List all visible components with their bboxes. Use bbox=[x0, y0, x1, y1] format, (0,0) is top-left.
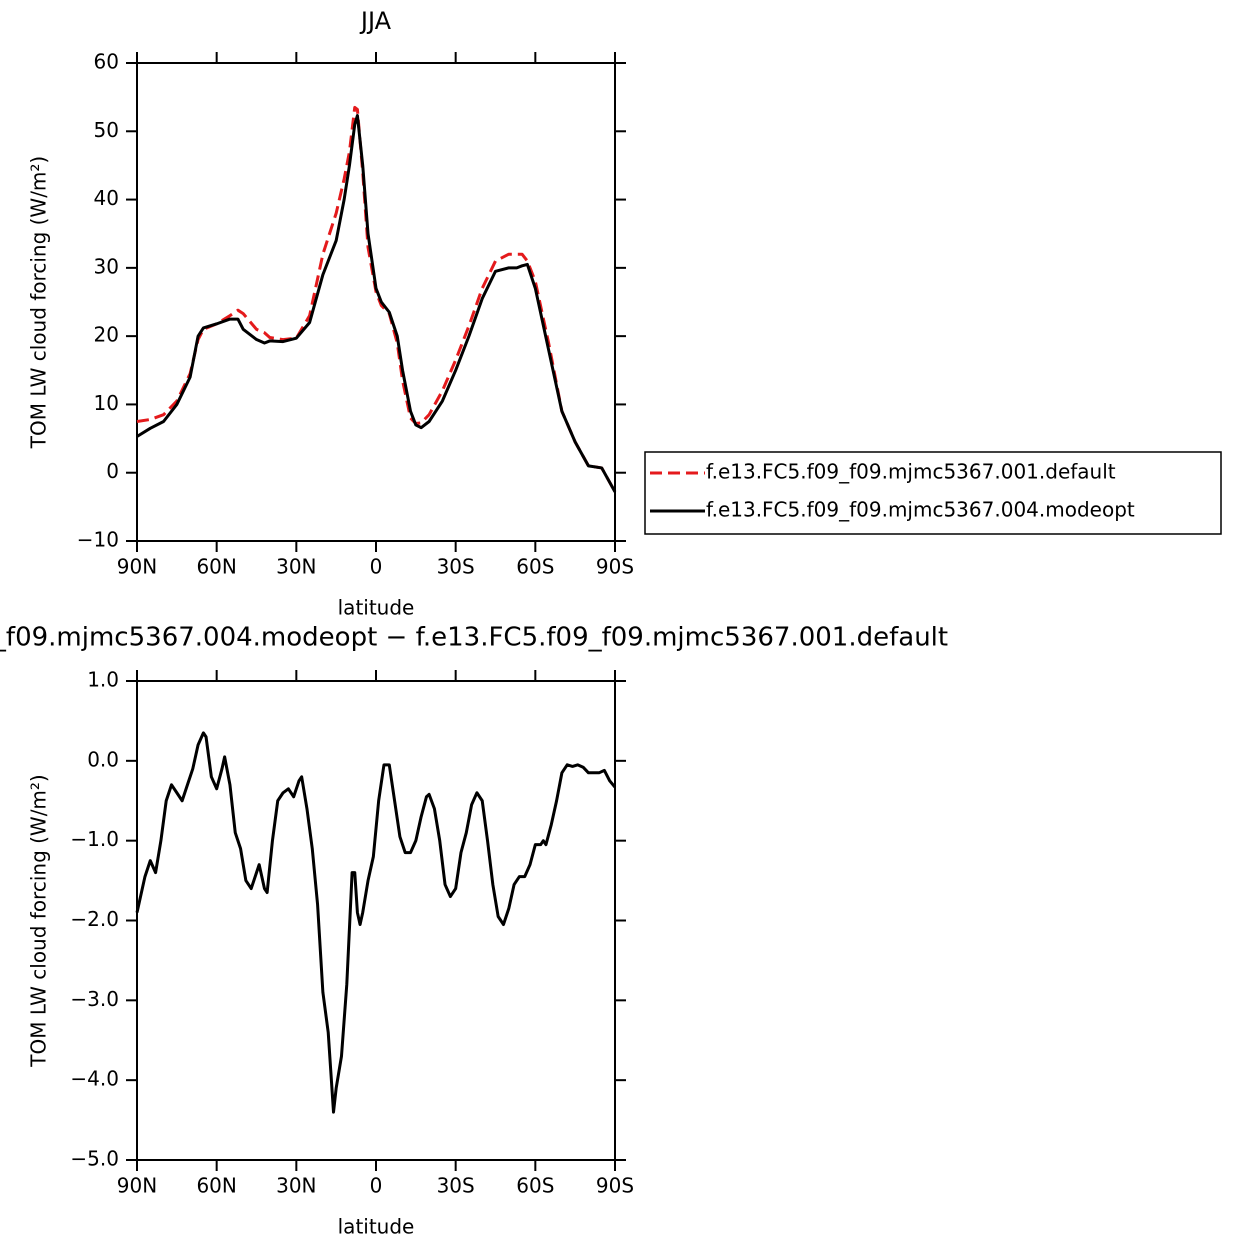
data-line bbox=[135, 731, 617, 1114]
y-tick-label: 30 bbox=[94, 254, 119, 278]
y-tick-label: −3.0 bbox=[70, 987, 119, 1011]
x-tick-label: 0 bbox=[370, 1174, 383, 1198]
data-line bbox=[136, 114, 617, 493]
x-tick-label: 30S bbox=[437, 555, 475, 579]
x-tick-label: 30N bbox=[276, 1174, 316, 1198]
y-tick-label: −4.0 bbox=[70, 1067, 119, 1091]
y-tick-label: 0 bbox=[106, 459, 119, 483]
x-tick-label: 90N bbox=[117, 1174, 157, 1198]
y-tick-label: 50 bbox=[94, 118, 119, 142]
x-tick-label: 60S bbox=[516, 1174, 554, 1198]
x-axis-label: latitude bbox=[338, 1215, 415, 1239]
plot-frame bbox=[136, 680, 616, 1161]
x-tick-label: 30N bbox=[276, 555, 316, 579]
x-axis-label: latitude bbox=[338, 596, 415, 620]
x-tick-label: 90N bbox=[117, 555, 157, 579]
legend-label: f.e13.FC5.f09_f09.mjmc5367.004.modeopt bbox=[706, 498, 1135, 522]
data-line bbox=[136, 105, 617, 493]
x-tick-label: 90S bbox=[596, 1174, 634, 1198]
x-tick-label: 30S bbox=[437, 1174, 475, 1198]
y-tick-label: −2.0 bbox=[70, 907, 119, 931]
y-tick-label: 1.0 bbox=[87, 668, 119, 692]
y-tick-label: 20 bbox=[94, 323, 119, 347]
y-tick-label: −5.0 bbox=[70, 1147, 119, 1171]
y-tick-label: 0.0 bbox=[87, 747, 119, 771]
y-axis-label: TOM LW cloud forcing (W/m²) bbox=[27, 774, 51, 1068]
x-tick-label: 60N bbox=[196, 1174, 236, 1198]
x-tick-label: 0 bbox=[370, 555, 383, 579]
chart-title: JJA bbox=[359, 7, 392, 35]
legend-box bbox=[644, 451, 1222, 535]
y-tick-label: 60 bbox=[94, 50, 119, 74]
y-tick-label: 10 bbox=[94, 391, 119, 415]
plot-frame bbox=[136, 62, 616, 542]
chart-title: f.e13.FC5.f09_f09.mjmc5367.004.modeopt −… bbox=[0, 623, 948, 653]
y-tick-label: −10 bbox=[77, 528, 119, 552]
x-tick-label: 60S bbox=[516, 555, 554, 579]
x-tick-label: 60N bbox=[196, 555, 236, 579]
legend-label: f.e13.FC5.f09_f09.mjmc5367.001.default bbox=[706, 460, 1116, 484]
y-axis-label: TOM LW cloud forcing (W/m²) bbox=[27, 156, 51, 450]
x-tick-label: 90S bbox=[596, 555, 634, 579]
y-tick-label: −1.0 bbox=[70, 827, 119, 851]
y-tick-label: 40 bbox=[94, 186, 119, 210]
